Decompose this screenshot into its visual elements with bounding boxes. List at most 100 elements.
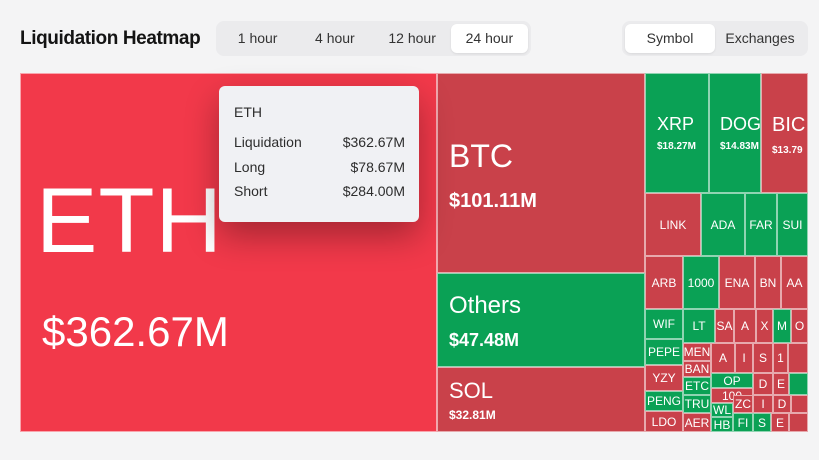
heatmap-tile-xrp[interactable]: XRP $18.27M [645,73,709,193]
tile-symbol: 1 [777,351,784,365]
heatmap-tile-small[interactable]: E [773,373,789,395]
heatmap-tile-small[interactable] [791,395,808,413]
heatmap-tile-small[interactable]: MEN [683,343,711,361]
heatmap-tile-small[interactable]: FI [733,413,753,432]
tile-symbol: PENG [646,394,682,408]
tile-symbol: I [761,397,765,411]
heatmap-tile-small[interactable]: LDO [645,411,683,432]
heatmap-tile-small[interactable]: M [773,309,791,343]
tile-symbol: E [775,415,785,430]
tile-symbol: A [740,319,750,333]
heatmap-tile-small[interactable]: SUI [777,193,808,256]
tooltip-label: Liquidation [234,134,302,150]
heatmap-tile-small[interactable]: TRU [683,395,711,413]
heatmap-tile-small[interactable]: AER [683,413,711,432]
tooltip-label: Long [234,158,266,175]
tile-symbol: D [758,377,768,391]
time-option-12-hour[interactable]: 12 hour [388,30,436,46]
tile-symbol: S [758,351,768,365]
heatmap-tile-small[interactable]: AA [781,256,808,309]
tile-symbol: TRU [684,397,710,411]
heatmap-tile-small[interactable]: A [734,309,756,343]
tile-symbol: BIC [772,114,806,136]
tooltip-row-long: Long $78.67M [234,159,405,184]
tile-symbol: PEPE [647,345,681,359]
tile-symbol: WL [713,403,731,417]
tile-symbol: BAN [684,362,710,376]
tooltip-value: $284.00M [342,183,405,199]
tile-symbol: SOL [449,378,494,403]
heatmap-tile-small[interactable]: SA [715,309,734,343]
time-range-segmented-control: 1 hour 4 hour 12 hour 24 hour [216,21,531,56]
heatmap-tile-small[interactable] [788,343,808,373]
heatmap-tile-others[interactable]: Others $47.48M [437,273,645,367]
tile-value: $32.81M [449,408,496,422]
tile-value: $14.83M [720,141,759,152]
tile-symbol: LT [692,319,706,333]
tile-symbol: ZC [735,397,751,411]
tile-symbol: MEN [683,345,711,359]
heatmap-tile-small[interactable]: LINK [645,193,701,256]
tooltip-label: Short [234,183,268,199]
time-option-4-hour[interactable]: 4 hour [315,30,355,46]
time-option-1-hour[interactable]: 1 hour [237,30,278,46]
heatmap-tile-small[interactable]: FAR [745,193,777,256]
tile-symbol: M [777,319,787,333]
tile-symbol: 1000 [687,275,715,290]
heatmap-tile-small[interactable] [789,413,808,432]
heatmap-tile-small[interactable]: ARB [645,256,683,309]
heatmap-tile-small[interactable]: ZC [733,395,753,413]
tile-symbol: WIF [653,317,675,331]
heatmap-tile-small[interactable]: E [771,413,789,432]
heatmap-tile-btc[interactable]: BTC $101.11M [437,73,645,273]
heatmap-tile-small[interactable]: WL [711,403,733,417]
heatmap-tile-small[interactable]: I [735,343,753,373]
tile-value: $47.48M [449,330,520,350]
heatmap-tile-small[interactable]: D [773,395,791,413]
heatmap-tile-small[interactable]: ETC [683,377,711,395]
tile-symbol: O [794,319,805,333]
tile-value: $362.67M [42,308,229,355]
heatmap-tile-small[interactable]: I [753,395,773,413]
tile-symbol: ADA [710,217,736,232]
tile-symbol: BN [759,275,777,290]
time-option-24-hour[interactable]: 24 hour [450,24,528,53]
heatmap-tile-small[interactable]: S [753,413,771,432]
tile-value: $18.27M [657,141,696,152]
heatmap-tile-small[interactable]: X [756,309,773,343]
heatmap-tile-small[interactable]: HB [711,417,733,432]
tile-value: $13.79 [772,145,803,156]
tile-symbol: S [757,415,767,430]
heatmap-tile-small[interactable]: YZY [645,365,683,391]
heatmap-tile-small[interactable]: ENA [719,256,755,309]
heatmap-tile-small[interactable]: OP [711,373,753,388]
view-option-exchanges[interactable]: Exchanges [725,30,795,46]
tooltip-title: ETH [234,104,262,120]
heatmap-tile-small[interactable]: LT [683,309,715,343]
heatmap-tile-small[interactable]: O [791,309,808,343]
heatmap-tile-small[interactable]: BN [755,256,781,309]
heatmap-tile-small[interactable]: ADA [701,193,745,256]
heatmap-tile-doge[interactable]: DOG $14.83M [709,73,761,193]
tooltip-value: $362.67M [342,134,405,150]
heatmap-tile-small[interactable]: PENG [645,391,683,411]
tooltip-value: $78.67M [350,158,405,175]
heatmap-tile-small[interactable]: WIF [645,309,683,339]
heatmap-tile-small[interactable]: 1000 [683,256,719,309]
heatmap-tile-small[interactable] [789,373,808,395]
heatmap-tile-sol[interactable]: SOL $32.81M [437,367,645,432]
heatmap-tile-small[interactable]: A [711,343,735,373]
header-bar: Liquidation Heatmap 1 hour 4 hour 12 hou… [0,0,819,72]
tile-symbol: BTC [449,138,513,174]
heatmap-tile-small[interactable]: 1 [773,343,788,373]
heatmap-tile-small[interactable]: PEPE [645,339,683,365]
tile-symbol: YZY [652,371,676,385]
tile-symbol: ETH [36,170,223,272]
heatmap-tile-small[interactable]: D [753,373,773,395]
tile-symbol: FAR [749,217,773,232]
view-option-symbol[interactable]: Symbol [625,24,715,53]
heatmap-tile-bic[interactable]: BIC $13.79 [761,73,808,193]
tile-symbol: ETC [685,379,709,393]
heatmap-tile-small[interactable]: BAN [683,361,711,377]
heatmap-tile-small[interactable]: S [753,343,773,373]
